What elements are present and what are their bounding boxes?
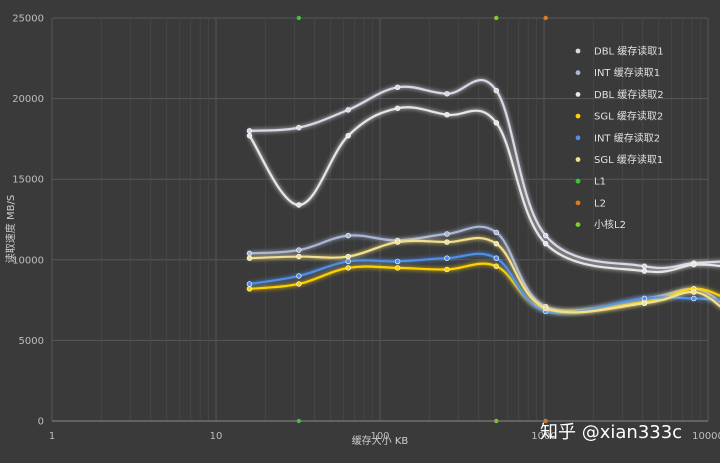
legend: DBL 缓存读取1 INT 缓存读取1 DBL 缓存读取2 SGL 缓存读取2 INT … [566, 45, 664, 231]
grid [51, 17, 709, 422]
data-point [296, 253, 302, 260]
legend-label: 小核L2 [594, 218, 626, 231]
data-point [641, 295, 648, 302]
data-point [394, 105, 401, 111]
x-tick-label: 1000 [531, 431, 556, 442]
data-point [246, 281, 253, 287]
legend-label: L2 [594, 198, 606, 209]
data-point [296, 281, 302, 287]
series-layer [246, 78, 720, 315]
data-point [493, 255, 500, 261]
data-point [493, 240, 500, 247]
data-point [345, 132, 351, 139]
legend-swatch-marker [575, 113, 581, 119]
series-line [248, 225, 720, 312]
data-point [296, 202, 302, 208]
series-group [246, 236, 720, 314]
series-line [248, 262, 720, 313]
y-tick-label: 5000 [19, 336, 44, 347]
data-point [542, 305, 549, 311]
data-point [444, 239, 450, 245]
x-tick-label: 10 [210, 431, 223, 442]
data-point [345, 232, 351, 239]
y-tick-label: 15000 [12, 175, 44, 186]
data-point [691, 295, 697, 302]
data-point [691, 261, 697, 268]
data-point [394, 265, 401, 271]
data-point [641, 300, 648, 307]
data-point [641, 268, 648, 274]
data-point [345, 265, 351, 271]
y-axis-title: 读取速度 MB/S [4, 195, 17, 263]
series-line [248, 106, 720, 274]
data-point [296, 124, 302, 131]
legend-swatch-marker [575, 48, 581, 54]
data-point [542, 232, 549, 239]
legend-label: L1 [594, 177, 606, 188]
legend-swatch-marker [575, 157, 581, 162]
x-tick-label: 10000 [692, 431, 720, 442]
data-point [493, 263, 500, 269]
legend-swatch-marker [575, 200, 581, 206]
y-tick-label: 10000 [12, 255, 44, 266]
y-tick-label: 20000 [12, 94, 44, 105]
data-point [345, 253, 351, 260]
data-point [444, 91, 450, 97]
x-tick-label: 100 [370, 431, 389, 442]
data-point [444, 112, 450, 118]
legend-label: DBL 缓存读取2 [594, 88, 664, 101]
data-point [345, 107, 351, 113]
data-point [444, 231, 450, 237]
data-point [542, 240, 549, 247]
y-tick-label: 25000 [12, 14, 44, 25]
legend-label: INT 缓存读取1 [594, 66, 660, 79]
vline-marker-top [296, 15, 302, 21]
data-point [493, 87, 500, 94]
legend-swatch-marker [575, 135, 581, 141]
legend-label: SGL 缓存读取2 [594, 110, 663, 123]
x-tick-label: 1 [49, 431, 55, 442]
legend-label: DBL 缓存读取1 [594, 45, 664, 58]
data-point [394, 84, 401, 91]
data-point [296, 273, 302, 279]
data-point [691, 289, 697, 295]
legend-label: INT 缓存读取2 [594, 131, 660, 144]
legend-swatch-marker [575, 70, 581, 76]
data-point [246, 255, 253, 261]
y-tick-label: 0 [38, 417, 44, 428]
data-point [444, 255, 450, 261]
legend-swatch-marker [575, 92, 581, 97]
legend-label: SGL 缓存读取1 [594, 153, 663, 166]
data-point [641, 263, 648, 269]
vline-marker-top [494, 15, 499, 21]
data-point [345, 258, 351, 265]
data-point [296, 247, 302, 253]
data-point [246, 128, 253, 134]
watermark: 知乎 @xian333c [540, 422, 682, 443]
data-point [246, 286, 253, 292]
series-line [248, 78, 720, 270]
data-point [246, 132, 253, 139]
legend-swatch-marker [575, 178, 581, 184]
data-point [493, 229, 500, 236]
data-point [493, 120, 500, 126]
series-group [246, 105, 720, 274]
series-group [246, 78, 720, 270]
x-axis-title: 缓存大小 KB [352, 434, 409, 447]
vline-marker-top [543, 15, 548, 21]
series-line [248, 236, 720, 314]
vertical-marker-lines [296, 15, 548, 424]
axes: 0 5000 10000 15000 20000 25000 1 10 100 1000 10000 [12, 14, 720, 443]
data-point [394, 258, 401, 265]
data-point [444, 266, 450, 273]
data-point [246, 250, 253, 257]
legend-swatch-marker [575, 222, 581, 228]
data-point [394, 239, 401, 245]
